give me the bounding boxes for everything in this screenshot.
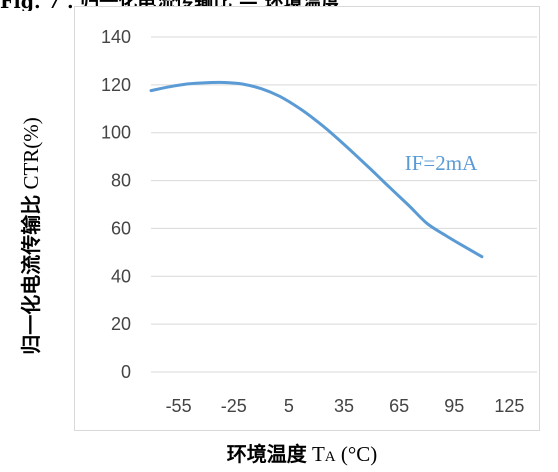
y-tick-120: 120 <box>101 75 131 95</box>
x-tick-65: 65 <box>389 396 409 416</box>
y-tick-labels: 0 20 40 60 80 100 120 140 <box>101 27 131 382</box>
y-axis-label: 归一化电流传输比 CTR(%) <box>19 117 43 355</box>
x-tick-5: 5 <box>284 396 294 416</box>
x-tick-95: 95 <box>444 396 464 416</box>
x-axis-label: 环境温度 TA (°C) <box>227 442 378 466</box>
x-tick--25: -25 <box>221 396 247 416</box>
y-tick-40: 40 <box>111 266 131 286</box>
series-group <box>149 80 484 259</box>
chart-area-border <box>74 6 540 431</box>
gridlines <box>151 36 537 373</box>
series-label: IF=2mA <box>405 151 478 175</box>
y-tick-100: 100 <box>101 123 131 143</box>
series-line-0 <box>149 80 484 259</box>
y-tick-20: 20 <box>111 314 131 334</box>
x-tick--55: -55 <box>166 396 192 416</box>
x-tick-labels: -55 -25 5 35 65 95 125 <box>166 396 525 416</box>
x-tick-125: 125 <box>494 396 524 416</box>
x-tick-35: 35 <box>334 396 354 416</box>
y-tick-140: 140 <box>101 27 131 47</box>
y-tick-0: 0 <box>121 362 131 382</box>
y-tick-60: 60 <box>111 218 131 238</box>
y-tick-80: 80 <box>111 171 131 191</box>
header-fragment: Fig. 7 . 归一化电流传输比 — 环境温度 <box>0 0 341 11</box>
